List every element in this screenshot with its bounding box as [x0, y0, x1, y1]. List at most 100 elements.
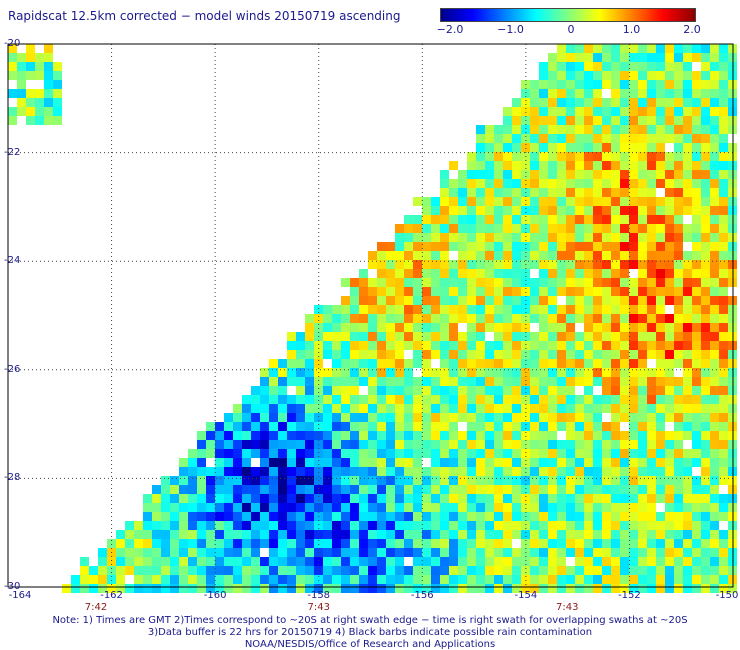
wind-cell — [287, 512, 296, 521]
wind-cell — [422, 305, 431, 314]
wind-cell — [683, 323, 692, 332]
wind-cell — [683, 557, 692, 566]
wind-cell — [575, 305, 584, 314]
wind-cell — [692, 107, 701, 116]
wind-cell — [530, 548, 539, 557]
wind-cell — [539, 467, 548, 476]
wind-cell — [557, 530, 566, 539]
wind-cell — [494, 377, 503, 386]
wind-cell — [242, 557, 251, 566]
lat-label-2: -24 — [4, 255, 21, 267]
wind-cell — [665, 575, 674, 584]
wind-cell — [692, 422, 701, 431]
wind-cell — [521, 458, 530, 467]
wind-cell — [701, 62, 710, 71]
wind-cell — [683, 143, 692, 152]
wind-cell — [134, 557, 143, 566]
wind-cell — [656, 143, 665, 152]
wind-cell — [440, 449, 449, 458]
wind-cell — [485, 197, 494, 206]
wind-cell — [674, 179, 683, 188]
wind-cell — [629, 53, 638, 62]
wind-cell — [314, 422, 323, 431]
wind-cell — [503, 224, 512, 233]
wind-cell — [548, 530, 557, 539]
wind-cell — [404, 341, 413, 350]
wind-cell — [620, 179, 629, 188]
wind-cell — [602, 377, 611, 386]
wind-cell — [35, 98, 44, 107]
wind-cell — [710, 98, 719, 107]
wind-cell — [692, 350, 701, 359]
wind-cell — [368, 404, 377, 413]
wind-cell — [476, 188, 485, 197]
wind-cell — [584, 539, 593, 548]
wind-cell — [17, 80, 26, 89]
wind-cell — [431, 404, 440, 413]
wind-cell — [170, 485, 179, 494]
wind-cell — [215, 530, 224, 539]
wind-cell — [674, 332, 683, 341]
wind-cell — [206, 494, 215, 503]
wind-cell — [584, 476, 593, 485]
wind-cell — [602, 53, 611, 62]
wind-cell — [692, 323, 701, 332]
wind-cell — [206, 476, 215, 485]
wind-cell — [323, 530, 332, 539]
wind-cell — [575, 413, 584, 422]
wind-cell — [413, 431, 422, 440]
wind-cell — [647, 287, 656, 296]
wind-cell — [665, 539, 674, 548]
wind-cell — [152, 494, 161, 503]
wind-cell — [404, 548, 413, 557]
wind-cell — [350, 485, 359, 494]
wind-cell — [692, 449, 701, 458]
wind-cell — [548, 494, 557, 503]
wind-cell — [422, 251, 431, 260]
wind-cell — [305, 404, 314, 413]
wind-cell — [494, 341, 503, 350]
wind-cell — [701, 359, 710, 368]
wind-cell — [665, 296, 674, 305]
wind-cell — [665, 71, 674, 80]
wind-cell — [224, 458, 233, 467]
wind-cell — [485, 521, 494, 530]
wind-cell — [719, 107, 728, 116]
wind-cell — [485, 260, 494, 269]
wind-cell — [683, 530, 692, 539]
wind-cell — [593, 557, 602, 566]
wind-cell — [458, 179, 467, 188]
wind-cell — [710, 341, 719, 350]
wind-cell — [647, 62, 656, 71]
wind-cell — [593, 179, 602, 188]
wind-cell — [665, 566, 674, 575]
wind-cell — [692, 557, 701, 566]
wind-cell — [611, 269, 620, 278]
wind-cell — [359, 575, 368, 584]
wind-cell — [35, 71, 44, 80]
wind-cell — [683, 314, 692, 323]
wind-cell — [602, 125, 611, 134]
wind-cell — [503, 305, 512, 314]
wind-cell — [611, 161, 620, 170]
wind-cell — [152, 566, 161, 575]
wind-cell — [539, 323, 548, 332]
wind-cell — [530, 332, 539, 341]
wind-cell — [683, 188, 692, 197]
wind-cell — [674, 503, 683, 512]
wind-cell — [260, 566, 269, 575]
wind-cell — [233, 512, 242, 521]
wind-cell — [179, 557, 188, 566]
wind-cell — [197, 431, 206, 440]
wind-cell — [458, 584, 467, 593]
wind-cell — [575, 134, 584, 143]
wind-cell — [404, 386, 413, 395]
wind-cell — [26, 89, 35, 98]
wind-cell — [242, 566, 251, 575]
wind-cell — [359, 584, 368, 593]
wind-cell — [611, 188, 620, 197]
wind-cell — [566, 575, 575, 584]
wind-cell — [206, 422, 215, 431]
wind-cell — [467, 251, 476, 260]
wind-cell — [602, 251, 611, 260]
